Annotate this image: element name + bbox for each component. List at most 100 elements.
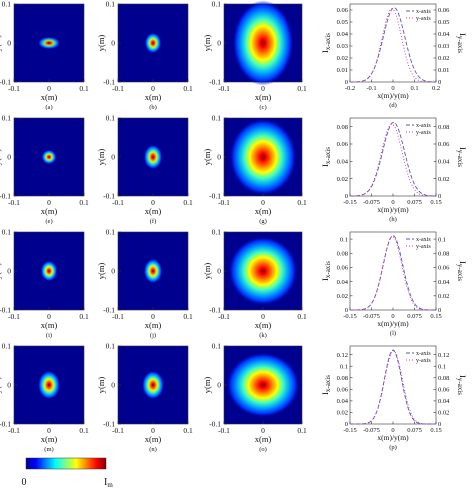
y-tick-label: 0.05	[337, 19, 348, 26]
x-tick-label: 0	[391, 199, 394, 206]
y-tick-label: 0	[7, 267, 11, 276]
y-axis-label-right: Iy-axis	[456, 375, 468, 395]
y-tick-label: 0.03	[337, 43, 348, 50]
y-tick-label-right: 0.04	[438, 279, 450, 286]
x-tick-label: -0.075	[363, 199, 380, 206]
x-tick-label: 0.15	[430, 427, 441, 434]
x-tick-label: -0.1	[8, 198, 20, 207]
y-tick-label: -0.1	[209, 306, 221, 315]
y-tick-label: 0.02	[337, 410, 348, 417]
y-tick-label: 0	[111, 267, 115, 276]
y-tick-label-right: 0.04	[438, 159, 450, 166]
panel-caption: (n)	[149, 446, 157, 453]
legend-label: y-axis	[416, 244, 431, 250]
series-line-y-axis	[350, 350, 436, 425]
y-axis-label: y(m)	[96, 263, 106, 280]
y-tick-label: 0.1	[2, 228, 12, 237]
legend-label: y-axis	[416, 130, 431, 136]
y-tick-label: 0.01	[337, 67, 348, 74]
y-tick-label: 0	[111, 39, 115, 48]
x-tick-label: -0.1	[8, 84, 20, 93]
y-tick-label-right: 0.12	[438, 352, 449, 359]
x-tick-label: 0.1	[79, 84, 89, 93]
x-axis-label: x(m)	[41, 92, 58, 102]
beam-spot	[142, 370, 164, 400]
profile-chart: -0.15 -0.075 0 0.075 0.150 00.02 0.020.04 0.040…	[320, 231, 468, 337]
heatmap-panel: -0.1 0.1 0 0 0.1 -0.1 x(m) y(m) (o)	[202, 342, 307, 454]
y-tick-label: 0.1	[212, 342, 222, 351]
x-tick-label: 0.15	[430, 199, 441, 206]
y-tick-label: 0	[217, 39, 221, 48]
legend-label: x-axis	[416, 9, 431, 15]
beam-spot	[232, 0, 294, 86]
panel-caption: (o)	[259, 446, 267, 453]
beam-spot	[38, 36, 60, 50]
x-tick-label: 0.075	[407, 313, 422, 320]
y-tick-label-right: 0.02	[438, 293, 449, 300]
legend-label: x-axis	[416, 237, 431, 243]
y-tick-label: -0.1	[0, 192, 11, 201]
y-tick-label: 0	[7, 39, 11, 48]
profile-charts: -0.2 -0.1 0 0.1 0.20 00.01 0.010.02 0.020.03 0.0…	[320, 3, 468, 451]
x-tick-label: 0.1	[183, 426, 193, 435]
heatmap-panels: -0.10.1000.1-0.1x(m)y(m)(a)-0.10.1000.1-…	[0, 0, 307, 453]
heatmap-panel: -0.1 0.1 0 0 0.1 -0.1 x(m) y(m) (m)	[0, 342, 89, 454]
series-line-x-axis	[349, 235, 437, 311]
x-tick-label: 0	[47, 426, 51, 435]
y-tick-label-right: 0.06	[438, 265, 450, 272]
y-tick-label: 0.08	[337, 250, 348, 257]
y-axis-label-left: Ix-axis	[320, 147, 332, 167]
x-tick-label: -0.1	[112, 426, 124, 435]
x-tick-label: -0.1	[218, 312, 230, 321]
y-tick-label: 0.02	[337, 176, 348, 183]
profile-chart: -0.2 -0.1 0 0.1 0.20 00.01 0.010.02 0.020.03 0.0…	[320, 3, 468, 109]
y-axis-label-left: Ix-axis	[320, 375, 332, 395]
y-tick-label: 0.12	[337, 352, 348, 359]
panel-caption: (m)	[44, 446, 53, 453]
y-axis-label: y(m)	[96, 149, 106, 166]
x-axis-label: x(m)	[41, 206, 58, 216]
y-tick-label: 0	[345, 421, 348, 428]
x-axis-label: x(m)	[255, 320, 272, 330]
y-tick-label: 0	[111, 153, 115, 162]
beam-spot	[40, 260, 58, 282]
heatmap-panel: -0.1 0.1 0 0 0.1 -0.1 x(m) y(m) (b)	[96, 0, 193, 111]
y-tick-label: 0.04	[337, 279, 349, 286]
y-axis-label-right: Iy-axis	[456, 147, 468, 167]
x-tick-label: 0.1	[79, 426, 89, 435]
y-axis-label: y(m)	[0, 263, 2, 280]
x-axis-label: x(m)/y(m)	[377, 319, 409, 328]
y-tick-label: -0.1	[0, 78, 11, 87]
y-tick-label-right: 0.1	[438, 236, 446, 243]
x-axis-label: x(m)	[255, 92, 272, 102]
y-tick-label: 0	[217, 267, 221, 276]
heatmap-panel: -0.1 0.1 0 0 0.1 -0.1 x(m) y(m) (e)	[0, 114, 89, 226]
panel-caption: (g)	[259, 218, 267, 225]
y-tick-label: 0.04	[337, 31, 349, 38]
x-axis-label: x(m)	[255, 434, 272, 444]
x-tick-label: 0	[391, 427, 394, 434]
beam-spot	[143, 144, 163, 170]
y-tick-label: 0	[345, 307, 348, 314]
panel-caption: (l)	[390, 330, 396, 337]
x-tick-label: -0.075	[363, 427, 380, 434]
panel-caption: (f)	[150, 218, 157, 225]
y-tick-label: 0	[7, 153, 11, 162]
y-tick-label-right: 0.03	[438, 43, 449, 50]
chart-frame	[349, 117, 437, 197]
x-tick-label: 0	[261, 84, 265, 93]
x-tick-label: 0	[391, 85, 394, 92]
x-axis-label: x(m)/y(m)	[377, 433, 409, 442]
heatmap-panel: -0.1 0.1 0 0 0.1 -0.1 x(m) y(m) (c)	[202, 0, 307, 111]
y-tick-label-right: 0.02	[438, 410, 449, 417]
x-tick-label: 0.075	[407, 199, 422, 206]
y-tick-label: -0.1	[103, 78, 115, 87]
y-tick-label-right: 0.08	[438, 250, 449, 257]
x-tick-label: 0	[47, 312, 51, 321]
y-tick-label-right: 0.08	[438, 375, 449, 382]
x-axis-label: x(m)	[145, 320, 162, 330]
chart-frame	[349, 3, 437, 83]
x-tick-label: 0	[391, 313, 394, 320]
y-tick-label: 0	[345, 193, 348, 200]
y-tick-label-right: 0	[438, 307, 441, 314]
